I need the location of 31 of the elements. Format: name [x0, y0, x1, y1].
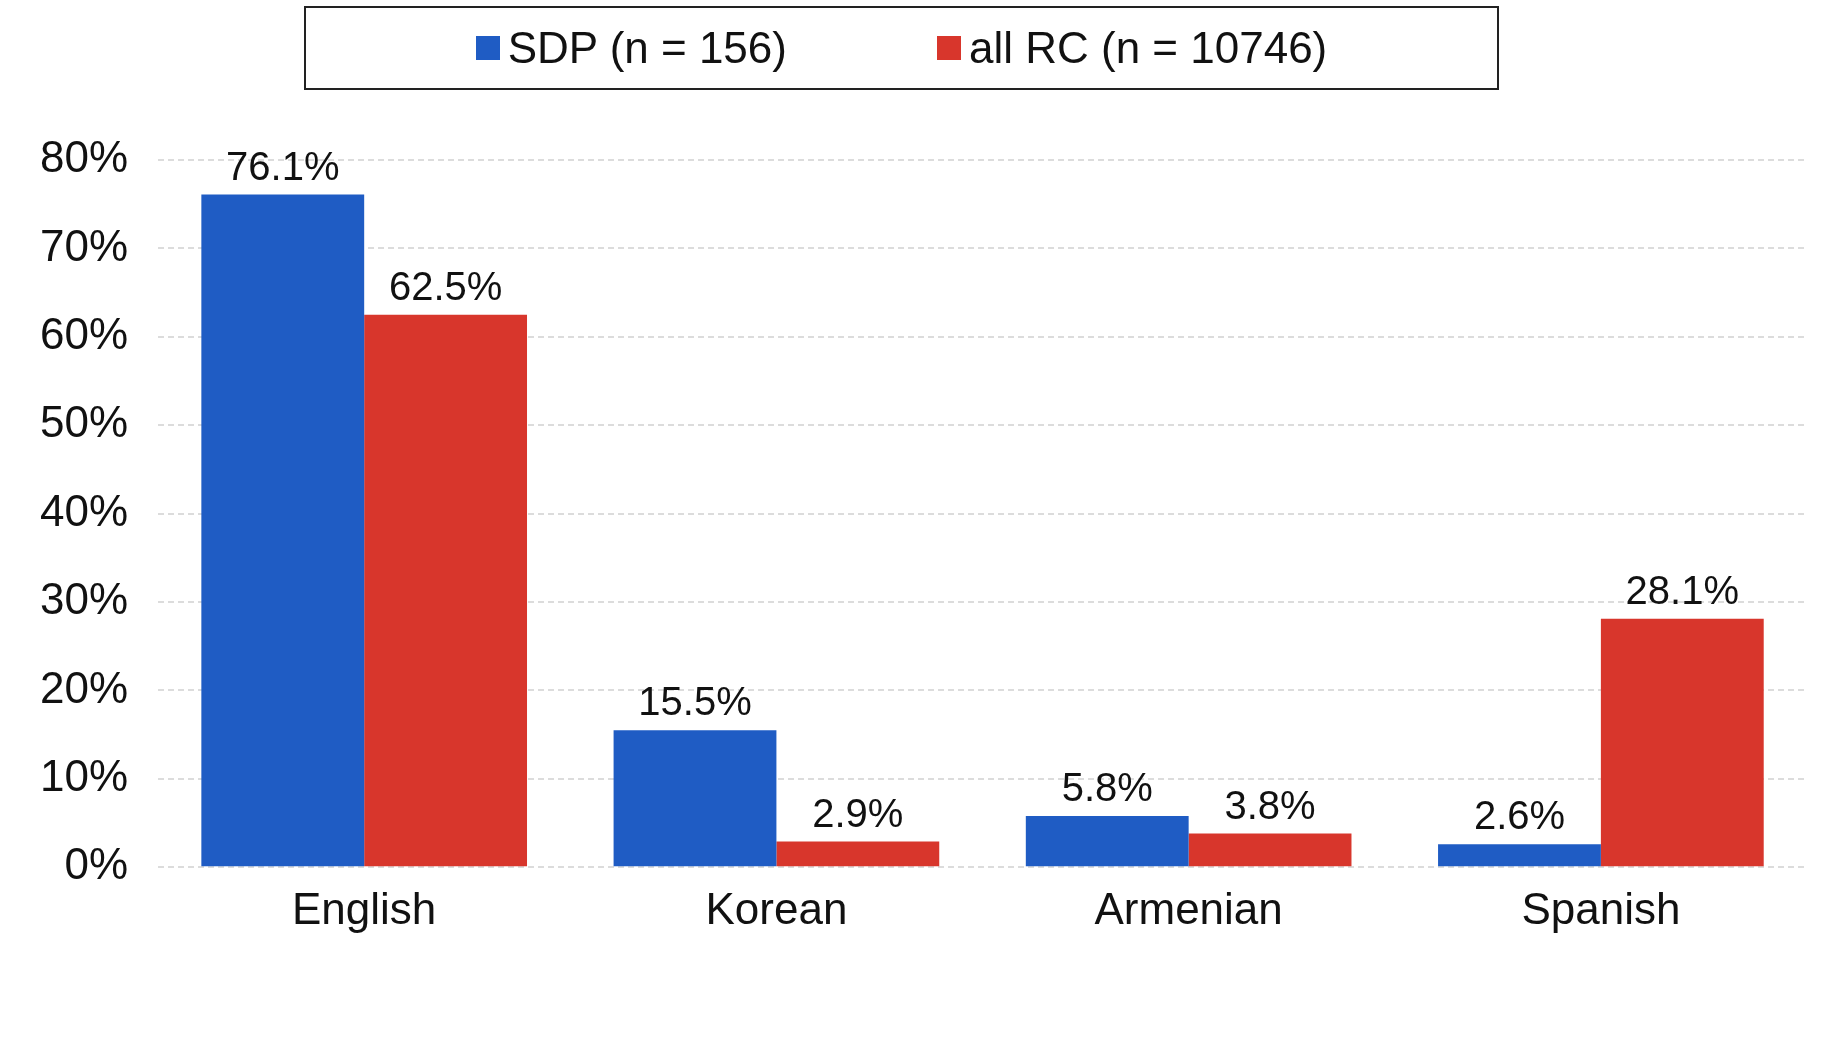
y-tick-label: 30%	[39, 574, 129, 624]
data-label: 76.1%	[226, 143, 340, 188]
bar	[613, 730, 777, 867]
y-tick-label: 10%	[39, 750, 129, 800]
bar	[1438, 844, 1601, 867]
y-tick-label: 20%	[39, 662, 129, 712]
y-tick-label: 40%	[39, 485, 129, 535]
bar	[1188, 833, 1352, 867]
y-tick-label: 80%	[39, 132, 129, 182]
bar	[1600, 618, 1764, 867]
bar	[1025, 815, 1189, 867]
legend-label: SDP (n = 156)	[507, 23, 787, 73]
y-tick-label: 0%	[64, 839, 129, 889]
x-tick-label: Armenian	[1094, 883, 1283, 933]
bar	[776, 841, 940, 867]
x-tick-label: Spanish	[1521, 883, 1681, 933]
data-label: 28.1%	[1625, 567, 1740, 612]
data-label: 5.8%	[1061, 764, 1153, 809]
legend-label: all RC (n = 10746)	[968, 23, 1328, 73]
y-tick-label: 50%	[39, 397, 129, 447]
y-tick-label: 70%	[39, 220, 129, 270]
bar	[201, 194, 365, 867]
data-label: 2.9%	[812, 790, 904, 835]
x-tick-label: English	[292, 883, 437, 933]
y-tick-label: 60%	[39, 308, 129, 358]
bar	[364, 314, 528, 867]
data-label: 3.8%	[1224, 782, 1316, 827]
data-label: 62.5%	[388, 263, 503, 308]
data-label: 2.6%	[1473, 793, 1566, 838]
x-tick-label: Korean	[705, 883, 848, 933]
data-label: 15.5%	[638, 679, 752, 724]
